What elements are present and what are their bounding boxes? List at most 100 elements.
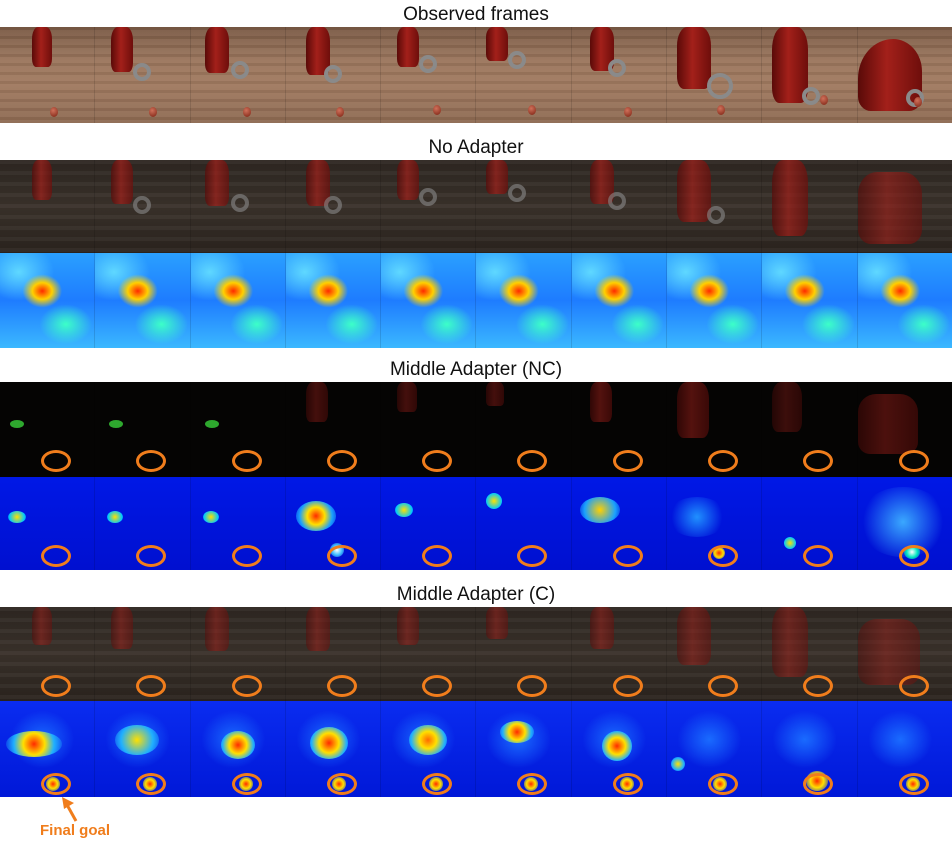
frame-tile: [284, 382, 381, 477]
strip-observed-frames: [0, 27, 952, 123]
goal-circle: [803, 450, 834, 472]
heatmap-tile: [570, 253, 667, 348]
goal-circle: [326, 450, 357, 472]
frame-tile: [94, 607, 190, 701]
heatmap-tile: [94, 701, 190, 797]
frame-tile: [570, 382, 667, 477]
goal-circle: [41, 773, 71, 795]
final-goal-label: Final goal: [40, 822, 111, 839]
heatmap-tile: [189, 477, 285, 570]
goal-circle: [898, 773, 929, 795]
frame-tile: [475, 607, 571, 701]
frame-tile: [0, 27, 95, 123]
frame-tile: [856, 382, 952, 477]
heatmap-tile: [380, 477, 476, 570]
frame-tile: [284, 160, 381, 253]
goal-circle: [136, 450, 167, 472]
title-no-adapter: No Adapter: [428, 137, 524, 158]
frame-tile: [0, 160, 95, 253]
frame-tile: [475, 160, 571, 253]
goal-circle: [422, 773, 453, 795]
heatmap-tile: [856, 477, 952, 570]
goal-circle: [422, 675, 453, 697]
frame-tile: [94, 27, 190, 123]
goal-circle: [136, 675, 167, 697]
heatmap-tile: [666, 701, 762, 797]
heatmap-tile: [0, 477, 95, 570]
goal-circle: [136, 545, 167, 567]
goal-circle: [708, 545, 739, 567]
heatmap-tile: [761, 253, 857, 348]
strip-middle-c-heatmaps: [0, 701, 952, 797]
frame-tile: [189, 27, 285, 123]
frame-tile: [189, 160, 285, 253]
frame-tile: [856, 607, 952, 701]
frame-tile: [380, 382, 476, 477]
frame-tile: [761, 27, 857, 123]
goal-circle: [231, 675, 262, 697]
goal-circle: [803, 773, 834, 795]
goal-circle: [898, 450, 929, 472]
frame-tile: [761, 160, 857, 253]
heatmap-tile: [856, 701, 952, 797]
final-goal-arrow-icon: [62, 797, 78, 822]
goal-circle: [326, 675, 357, 697]
heatmap-tile: [475, 701, 571, 797]
heatmap-tile: [666, 477, 762, 570]
goal-circle: [708, 773, 739, 795]
heatmap-tile: [189, 253, 285, 348]
heatmap-tile: [94, 253, 190, 348]
frame-tile: [666, 27, 762, 123]
title-middle-adapter-c: Middle Adapter (C): [396, 584, 556, 605]
goal-circle: [41, 545, 71, 567]
goal-circle: [517, 450, 548, 472]
heatmap-tile: [761, 701, 857, 797]
heatmap-tile: [856, 253, 952, 348]
heatmap-tile: [475, 253, 571, 348]
goal-circle: [898, 675, 929, 697]
goal-circle: [612, 675, 643, 697]
strip-no-adapter-frames: [0, 160, 952, 253]
heatmap-tile: [284, 477, 381, 570]
frame-tile: [380, 607, 476, 701]
strip-no-adapter-heatmaps: [0, 253, 952, 348]
goal-circle: [422, 450, 453, 472]
frame-tile: [570, 27, 667, 123]
goal-circle: [708, 675, 739, 697]
goal-circle: [41, 675, 71, 697]
frame-tile: [570, 607, 667, 701]
heatmap-tile: [666, 253, 762, 348]
goal-circle: [898, 545, 929, 567]
frame-tile: [380, 27, 476, 123]
frame-tile: [856, 160, 952, 253]
goal-circle: [326, 773, 357, 795]
goal-circle: [708, 450, 739, 472]
frame-tile: [475, 382, 571, 477]
goal-circle: [612, 545, 643, 567]
goal-circle: [517, 675, 548, 697]
frame-tile: [380, 160, 476, 253]
frame-tile: [284, 607, 381, 701]
frame-tile: [94, 382, 190, 477]
heatmap-tile: [475, 477, 571, 570]
heatmap-tile: [284, 701, 381, 797]
frame-tile: [189, 382, 285, 477]
frame-tile: [0, 382, 95, 477]
frame-tile: [189, 607, 285, 701]
frame-tile: [761, 382, 857, 477]
frame-tile: [94, 160, 190, 253]
heatmap-tile: [570, 701, 667, 797]
goal-circle: [326, 545, 357, 567]
heatmap-tile: [189, 701, 285, 797]
heatmap-tile: [94, 477, 190, 570]
goal-circle: [517, 773, 548, 795]
heatmap-tile: [380, 253, 476, 348]
strip-middle-c-frames: [0, 607, 952, 701]
frame-tile: [570, 160, 667, 253]
heatmap-tile: [0, 701, 95, 797]
frame-tile: [666, 160, 762, 253]
goal-circle: [41, 450, 71, 472]
frame-tile: [284, 27, 381, 123]
goal-circle: [803, 545, 834, 567]
frame-tile: [856, 27, 952, 123]
